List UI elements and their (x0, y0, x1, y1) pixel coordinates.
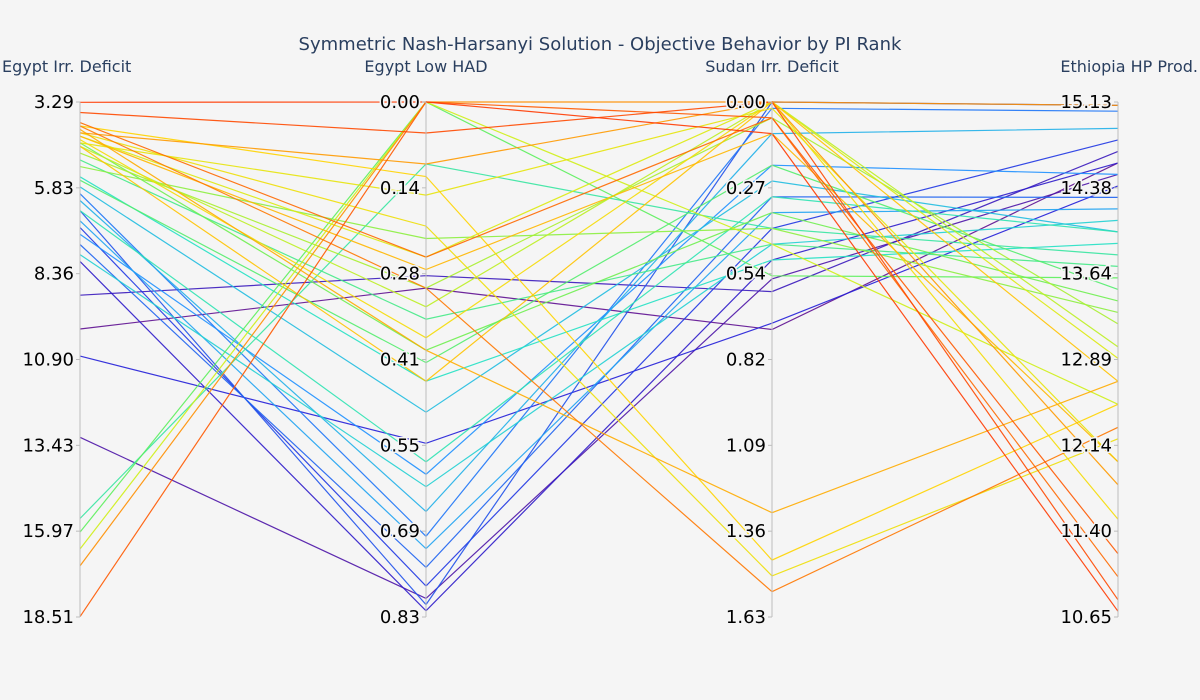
tick-label: 0.41 (380, 350, 420, 371)
data-line-19 (79, 101, 1119, 533)
axis-1[interactable]: Egypt Low HAD 0.00 0.14 0.28 0.41 0.55 0.69 0.8… (364, 57, 487, 630)
data-line-36 (79, 117, 1119, 578)
tick-label: 15.13 (1060, 92, 1112, 113)
data-line-39 (79, 101, 1119, 612)
data-line-14 (79, 176, 1119, 382)
tick-label: 5.83 (34, 178, 74, 199)
data-line-13 (79, 219, 1119, 488)
tick-label: 3.29 (34, 92, 74, 113)
data-line-35 (79, 125, 1119, 593)
tick-label: 1.36 (726, 521, 766, 542)
tick-label: 11.40 (1060, 521, 1112, 542)
data-line-38 (79, 101, 1119, 601)
tick-label: 0.00 (380, 92, 420, 113)
tick-label: 10.90 (22, 350, 74, 371)
data-line-17 (79, 159, 1119, 320)
axes-layer: Egypt Irr. Deficit 3.29 5.83 8.36 10.90 13.43… (2, 57, 1198, 630)
data-line-11 (79, 127, 1119, 513)
chart-title: Symmetric Nash-Harsanyi Solution - Objec… (299, 34, 902, 55)
tick-label: 1.63 (726, 607, 766, 628)
axis-title: Egypt Low HAD (364, 57, 487, 76)
data-line-29 (79, 125, 1119, 561)
axis-3[interactable]: Ethiopia HP Prod. 15.13 14.38 13.64 12.89 12.… (1059, 57, 1198, 630)
tick-label: 12.89 (1060, 350, 1112, 371)
tick-label: 0.27 (726, 178, 766, 199)
data-line-30 (79, 101, 1119, 382)
data-line-32 (79, 128, 1119, 514)
tick-label: 0.69 (380, 521, 420, 542)
axis-2[interactable]: Sudan Irr. Deficit 0.00 0.27 0.54 0.82 1.09 1.… (705, 57, 839, 630)
axis-0[interactable]: Egypt Irr. Deficit 3.29 5.83 8.36 10.90 13.43… (2, 57, 131, 630)
data-line-4 (79, 185, 1119, 444)
data-line-34 (79, 101, 1119, 567)
tick-label: 13.43 (22, 435, 74, 456)
data-line-18 (79, 164, 1119, 364)
data-line-3 (79, 162, 1119, 612)
tick-label: 14.38 (1060, 178, 1112, 199)
data-line-27 (79, 132, 1119, 577)
tick-label: 8.36 (34, 264, 74, 285)
data-line-33 (79, 101, 1119, 486)
axis-title: Ethiopia HP Prod. (1060, 57, 1198, 76)
axis-title: Egypt Irr. Deficit (2, 57, 131, 76)
data-line-20 (79, 142, 1119, 351)
polylines-layer (79, 101, 1119, 618)
data-line-26 (79, 107, 1119, 463)
data-line-23 (79, 101, 1119, 348)
data-line-31 (79, 132, 1119, 463)
data-line-24 (79, 101, 1119, 550)
data-line-9 (79, 164, 1119, 476)
tick-label: 0.54 (726, 264, 766, 285)
tick-label: 0.55 (380, 435, 420, 456)
tick-label: 12.14 (1060, 435, 1112, 456)
tick-label: 10.65 (1060, 607, 1112, 628)
axis-title: Sudan Irr. Deficit (705, 57, 839, 76)
data-line-7 (79, 196, 1119, 569)
tick-label: 0.82 (726, 350, 766, 371)
tick-label: 0.28 (380, 264, 420, 285)
tick-label: 13.64 (1060, 264, 1112, 285)
tick-label: 1.09 (726, 435, 766, 456)
data-line-25 (79, 101, 1119, 359)
tick-label: 15.97 (22, 521, 74, 542)
data-line-10 (79, 208, 1119, 550)
data-line-22 (79, 117, 1119, 325)
tick-label: 0.00 (726, 92, 766, 113)
tick-label: 0.83 (380, 607, 420, 628)
tick-label: 0.14 (380, 178, 420, 199)
data-line-6 (79, 101, 1119, 606)
data-line-12 (79, 180, 1119, 413)
data-line-0 (79, 162, 1119, 331)
data-line-37 (79, 101, 1119, 618)
data-line-15 (79, 196, 1119, 463)
tick-label: 18.51 (22, 607, 74, 628)
data-line-1 (79, 173, 1119, 600)
data-line-28 (79, 101, 1119, 520)
